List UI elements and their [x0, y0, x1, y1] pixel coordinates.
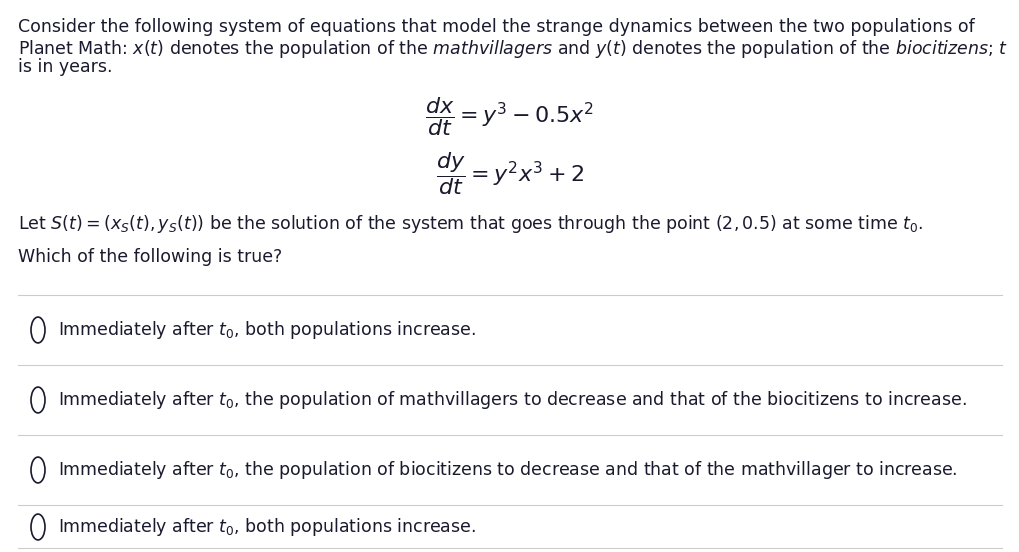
Text: Consider the following system of equations that model the strange dynamics betwe: Consider the following system of equatio…	[18, 18, 974, 36]
Text: Planet Math: $x(t)$ denotes the population of the $\mathit{mathvillagers}$ and $: Planet Math: $x(t)$ denotes the populati…	[18, 38, 1007, 60]
Text: Immediately after $t_0$, the population of biocitizens to decrease and that of t: Immediately after $t_0$, the population …	[58, 459, 957, 481]
Text: Let $S(t) = (x_S(t), y_S(t))$ be the solution of the system that goes through th: Let $S(t) = (x_S(t), y_S(t))$ be the sol…	[18, 213, 922, 235]
Text: Immediately after $t_0$, the population of mathvillagers to decrease and that of: Immediately after $t_0$, the population …	[58, 389, 966, 411]
Text: Immediately after $t_0$, both populations increase.: Immediately after $t_0$, both population…	[58, 516, 476, 538]
Text: $\dfrac{dy}{dt} = y^2 x^3 + 2$: $\dfrac{dy}{dt} = y^2 x^3 + 2$	[436, 150, 583, 197]
Text: is in years.: is in years.	[18, 58, 112, 76]
Text: Immediately after $t_0$, both populations increase.: Immediately after $t_0$, both population…	[58, 319, 476, 341]
Text: $\dfrac{dx}{dt} = y^3 - 0.5x^2$: $\dfrac{dx}{dt} = y^3 - 0.5x^2$	[425, 95, 594, 138]
Text: Which of the following is true?: Which of the following is true?	[18, 248, 282, 266]
